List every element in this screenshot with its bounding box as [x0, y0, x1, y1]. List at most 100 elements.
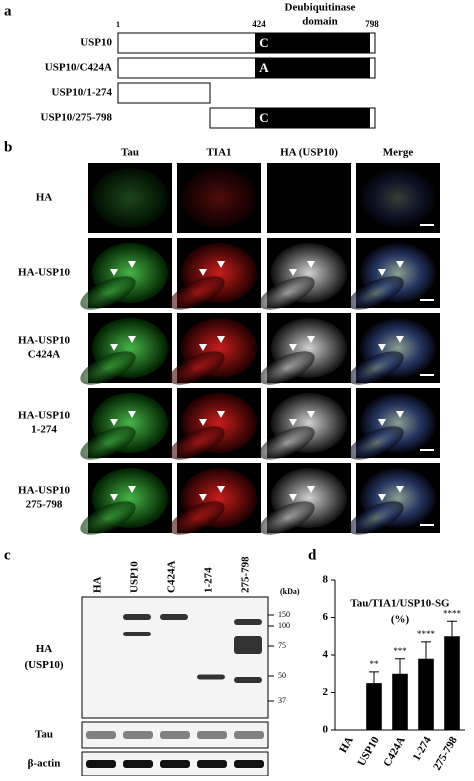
- panel-label: c: [4, 547, 11, 563]
- cell: [92, 168, 168, 228]
- cell: [80, 276, 136, 310]
- bar: [444, 636, 460, 730]
- row-label: HA: [36, 192, 53, 204]
- arrowhead: [199, 419, 207, 426]
- error-bar: [447, 620, 457, 637]
- lane-label: HA: [92, 576, 104, 593]
- arrowhead: [110, 494, 118, 501]
- bar: [392, 673, 408, 730]
- x-tick-label: 275-798: [431, 734, 460, 772]
- arrowhead: [307, 411, 315, 418]
- row-label: HA-USP10: [18, 485, 70, 497]
- cell: [181, 168, 257, 228]
- band: [234, 636, 262, 654]
- blot-label: HA: [36, 643, 53, 655]
- row-label: HA-USP10: [18, 410, 70, 422]
- row-label: HA-USP10: [18, 267, 70, 279]
- band: [123, 731, 153, 739]
- cell: [80, 501, 136, 535]
- x-tick-label: C424A: [381, 735, 408, 769]
- marker-label: 75: [278, 641, 286, 650]
- residue-label: A: [259, 60, 269, 75]
- row-label: 1-274: [31, 424, 57, 436]
- arrowhead: [396, 411, 404, 418]
- arrowhead: [217, 486, 225, 493]
- arrowhead: [128, 261, 136, 268]
- scale-label: 424: [252, 19, 266, 29]
- construct-label: USP10: [80, 37, 112, 49]
- arrowhead: [378, 494, 386, 501]
- band: [86, 731, 116, 739]
- arrowhead: [396, 336, 404, 343]
- cell: [348, 426, 404, 460]
- cell: [169, 351, 225, 385]
- domain-title: domain: [302, 16, 337, 28]
- lane-label: USP10: [129, 561, 141, 593]
- bar: [366, 683, 382, 730]
- marker-label: 150: [278, 610, 290, 619]
- band: [234, 677, 262, 683]
- arrowhead: [378, 344, 386, 351]
- scale-label: 1: [116, 20, 120, 29]
- cell: [169, 426, 225, 460]
- value-label: ****: [417, 629, 436, 639]
- arrowhead: [307, 336, 315, 343]
- arrowhead: [110, 269, 118, 276]
- row-label: HA-USP10: [18, 335, 70, 347]
- protein-bar: [117, 82, 211, 104]
- blot-label: β-actin: [28, 758, 61, 770]
- panel-label: a: [4, 3, 12, 19]
- arrowhead: [289, 344, 297, 351]
- blot-label: (USP10): [24, 659, 63, 671]
- arrowhead: [128, 486, 136, 493]
- y-tick-label: 8: [323, 574, 329, 586]
- arrowhead: [110, 419, 118, 426]
- arrowhead: [217, 336, 225, 343]
- band: [197, 674, 225, 680]
- lane-label: 275-798: [240, 556, 252, 593]
- band: [234, 731, 264, 739]
- arrowhead: [289, 419, 297, 426]
- unit-label: (kDa): [280, 587, 300, 596]
- x-tick-label: 1-274: [411, 734, 434, 763]
- lane-label: C424A: [166, 561, 178, 593]
- arrowhead: [199, 269, 207, 276]
- cell: [259, 276, 315, 310]
- cell: [348, 276, 404, 310]
- y-tick-label: 0: [323, 724, 329, 736]
- domain-block: [255, 108, 370, 128]
- scale-label: 798: [365, 19, 379, 29]
- band: [197, 731, 227, 739]
- band: [160, 614, 188, 620]
- y-tick-label: 6: [323, 611, 329, 623]
- column-header: HA (USP10): [280, 147, 338, 159]
- column-header: Merge: [383, 147, 414, 159]
- column-header: TIA1: [206, 147, 231, 159]
- chart-title: Tau/TIA1/USP10-SG: [350, 598, 450, 610]
- band: [86, 760, 116, 768]
- arrowhead: [199, 494, 207, 501]
- construct-label: USP10/C424A: [45, 62, 112, 74]
- cell: [259, 426, 315, 460]
- construct-label: USP10/1-274: [52, 87, 113, 99]
- cell: [348, 501, 404, 535]
- arrowhead: [128, 411, 136, 418]
- band: [160, 760, 190, 768]
- chart-subtitle: (%): [391, 614, 410, 626]
- arrowhead: [378, 419, 386, 426]
- cell: [169, 276, 225, 310]
- row-label: C424A: [28, 349, 60, 361]
- value-label: ***: [393, 646, 407, 656]
- cell: [259, 501, 315, 535]
- arrowhead: [396, 486, 404, 493]
- error-bar: [421, 641, 431, 659]
- error-bar: [369, 671, 379, 684]
- band: [123, 632, 151, 636]
- arrowhead: [217, 411, 225, 418]
- arrowhead: [289, 269, 297, 276]
- x-tick-label: USP10: [356, 734, 383, 768]
- cell: [80, 426, 136, 460]
- panel-label: d: [308, 547, 317, 563]
- marker-label: 50: [278, 671, 286, 680]
